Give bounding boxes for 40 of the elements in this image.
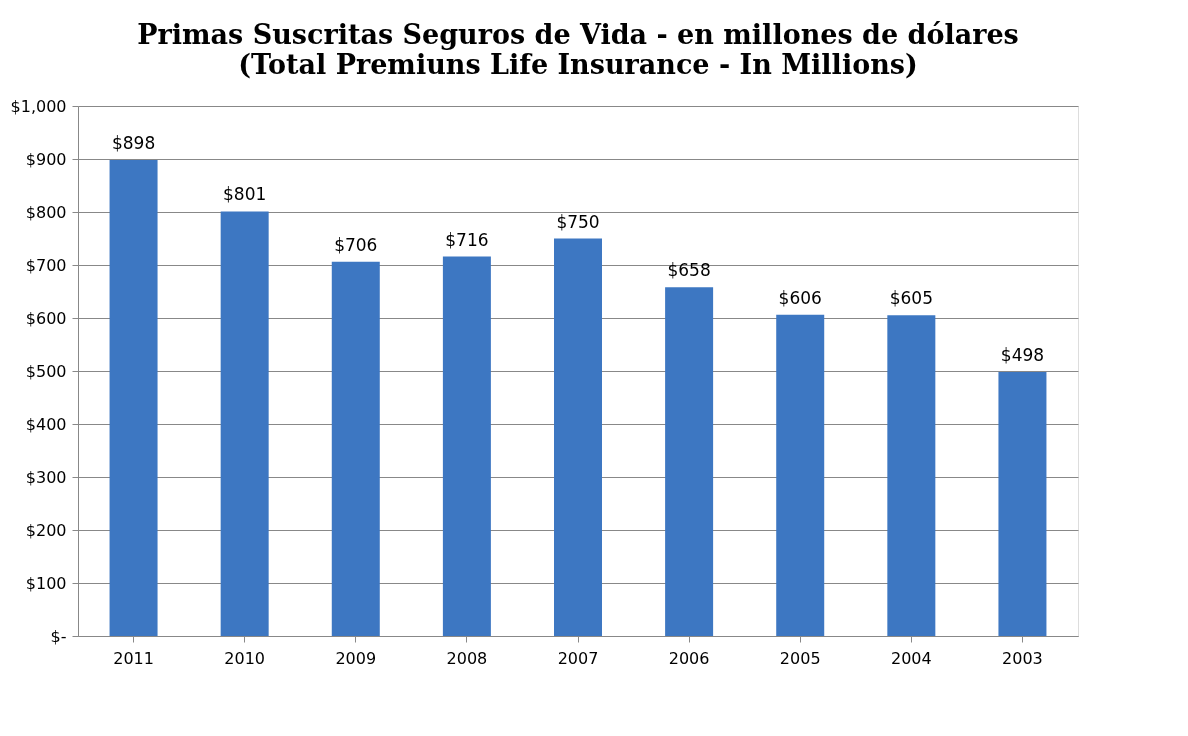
x-tick-label: 2004 <box>890 648 932 668</box>
bar <box>220 211 269 636</box>
bar <box>331 261 380 636</box>
data-label: $498 <box>1000 345 1045 366</box>
y-tick-label: $800 <box>25 202 67 222</box>
y-tick-label: $400 <box>25 414 67 434</box>
bar <box>109 160 158 636</box>
y-tick-label: $200 <box>25 520 67 540</box>
data-label: $706 <box>334 234 378 255</box>
y-tick-label: $700 <box>25 255 67 275</box>
x-tick-label: 2010 <box>224 648 266 668</box>
data-label: $605 <box>889 288 933 309</box>
x-tick-label: 2005 <box>779 648 821 668</box>
data-label: $716 <box>445 229 489 250</box>
x-tick-label: 2008 <box>446 648 488 668</box>
bar <box>554 238 602 636</box>
data-label: $750 <box>556 211 600 232</box>
x-tick-label: 2009 <box>335 648 377 668</box>
data-label: $606 <box>778 287 822 308</box>
bar <box>665 287 714 636</box>
y-tick-label: $600 <box>25 308 67 328</box>
data-label: $658 <box>667 260 711 281</box>
bar <box>776 314 825 636</box>
y-tick-label: $300 <box>25 467 67 487</box>
x-tick-label: 2006 <box>668 648 710 668</box>
data-label: $898 <box>111 133 156 154</box>
y-tick-label: $1,000 <box>10 96 67 116</box>
x-tick-label: 2007 <box>557 648 599 668</box>
data-label: $801 <box>223 184 267 205</box>
y-tick-label: $- <box>50 626 67 646</box>
bar <box>887 315 936 636</box>
x-tick-label: 2003 <box>1002 648 1043 668</box>
y-tick-label: $500 <box>25 361 67 381</box>
y-tick-label: $100 <box>25 573 67 593</box>
chart-subtitle: (Total Premiuns Life Insurance - In Millions) <box>238 49 918 80</box>
y-tick-label: $900 <box>25 149 67 169</box>
bar <box>998 372 1047 636</box>
x-tick-label: 2011 <box>113 648 154 668</box>
bar <box>442 256 491 636</box>
chart-title: Primas Suscritas Seguros de Vida - en millones de dólares <box>137 19 1019 50</box>
